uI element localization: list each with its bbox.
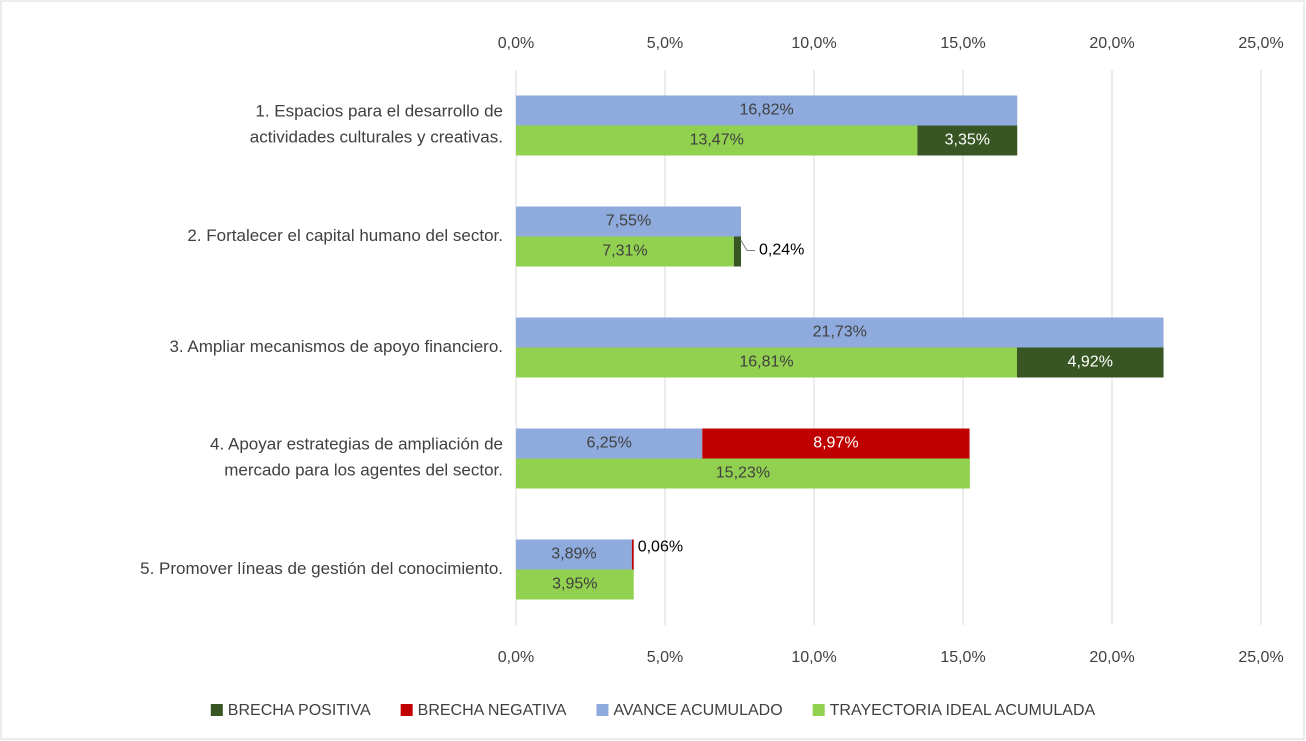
bar	[516, 206, 741, 237]
bar	[516, 539, 632, 570]
x-tick-label-top: 0,0%	[498, 35, 534, 52]
y-tick-label: 3. Ampliar mecanismos de apoyo financier…	[169, 337, 503, 356]
x-tick-label-bottom: 15,0%	[940, 649, 985, 666]
x-tick-label-top: 25,0%	[1238, 35, 1283, 52]
legend-swatch	[210, 704, 223, 716]
x-tick-label-bottom: 0,0%	[498, 649, 534, 666]
legend-label: BRECHA NEGATIVA	[418, 702, 567, 719]
y-tick-label: 2. Fortalecer el capital humano del sect…	[187, 226, 503, 245]
bar	[516, 428, 703, 459]
legend-label: TRAYECTORIA IDEAL ACUMULADA	[830, 702, 1096, 719]
bar	[917, 125, 1018, 156]
data-label: 4,92%	[1068, 354, 1113, 371]
bar	[1016, 347, 1164, 378]
data-label: 16,81%	[739, 354, 793, 371]
x-tick-label-bottom: 10,0%	[791, 649, 836, 666]
data-label: 15,23%	[716, 465, 770, 482]
leader-line	[740, 240, 755, 251]
data-label: 16,82%	[739, 102, 793, 119]
data-label: 3,95%	[552, 576, 597, 593]
x-tick-label-top: 5,0%	[647, 35, 683, 52]
data-label: 7,55%	[606, 213, 651, 230]
data-label: 3,89%	[551, 546, 596, 563]
data-label: 0,06%	[638, 539, 683, 556]
data-label: 8,97%	[813, 435, 858, 452]
bar	[516, 236, 734, 267]
legend-swatch	[812, 704, 825, 716]
data-label: 3,35%	[945, 132, 990, 149]
bar	[516, 569, 634, 600]
data-label: 7,31%	[602, 243, 647, 260]
x-tick-label-top: 15,0%	[940, 35, 985, 52]
x-tick-label-bottom: 20,0%	[1089, 649, 1134, 666]
legend-swatch	[596, 704, 609, 716]
bar	[733, 236, 741, 267]
legend-label: AVANCE ACUMULADO	[613, 702, 782, 719]
bar	[702, 428, 970, 459]
x-tick-label-top: 10,0%	[791, 35, 836, 52]
data-label: 0,24%	[759, 242, 804, 259]
y-tick-label: 4. Apoyar estrategias de ampliación de me…	[210, 435, 503, 480]
x-tick-label-bottom: 5,0%	[647, 649, 683, 666]
bar	[516, 125, 918, 156]
x-tick-label-bottom: 25,0%	[1238, 649, 1283, 666]
data-label: 21,73%	[813, 324, 867, 341]
bar	[516, 95, 1018, 126]
data-label: 13,47%	[690, 132, 744, 149]
y-tick-label: 5. Promover líneas de gestión del conoci…	[140, 559, 503, 578]
legend-swatch	[400, 704, 413, 716]
bar	[516, 458, 970, 489]
legend-label: BRECHA POSITIVA	[228, 702, 371, 719]
bar	[516, 347, 1017, 378]
y-tick-label: 1. Espacios para el desarrollo de activid…	[250, 102, 503, 147]
data-label: 6,25%	[586, 435, 631, 452]
bar	[516, 317, 1164, 348]
bar	[631, 539, 634, 570]
x-tick-label-top: 20,0%	[1089, 35, 1134, 52]
